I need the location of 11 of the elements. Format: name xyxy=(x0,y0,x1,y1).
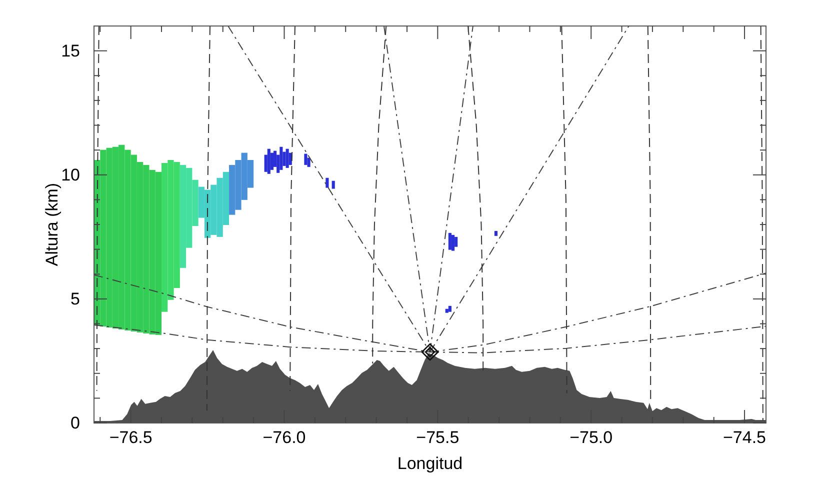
y-tick-label: 0 xyxy=(70,414,80,432)
x-tick-label: −74.5 xyxy=(723,428,766,447)
x-tick-label: −75.5 xyxy=(416,428,460,447)
y-axis-title: Altura (km) xyxy=(42,182,62,266)
x-tick-label: −76.0 xyxy=(262,428,306,447)
x-tick-label: −76.5 xyxy=(109,428,152,447)
x-tick-label: −75.0 xyxy=(570,428,613,447)
y-tick-label: 5 xyxy=(70,289,80,308)
y-tick-label: 15 xyxy=(61,41,80,60)
x-axis-title: Longitud xyxy=(397,454,463,473)
y-tick-label: 10 xyxy=(61,165,80,184)
